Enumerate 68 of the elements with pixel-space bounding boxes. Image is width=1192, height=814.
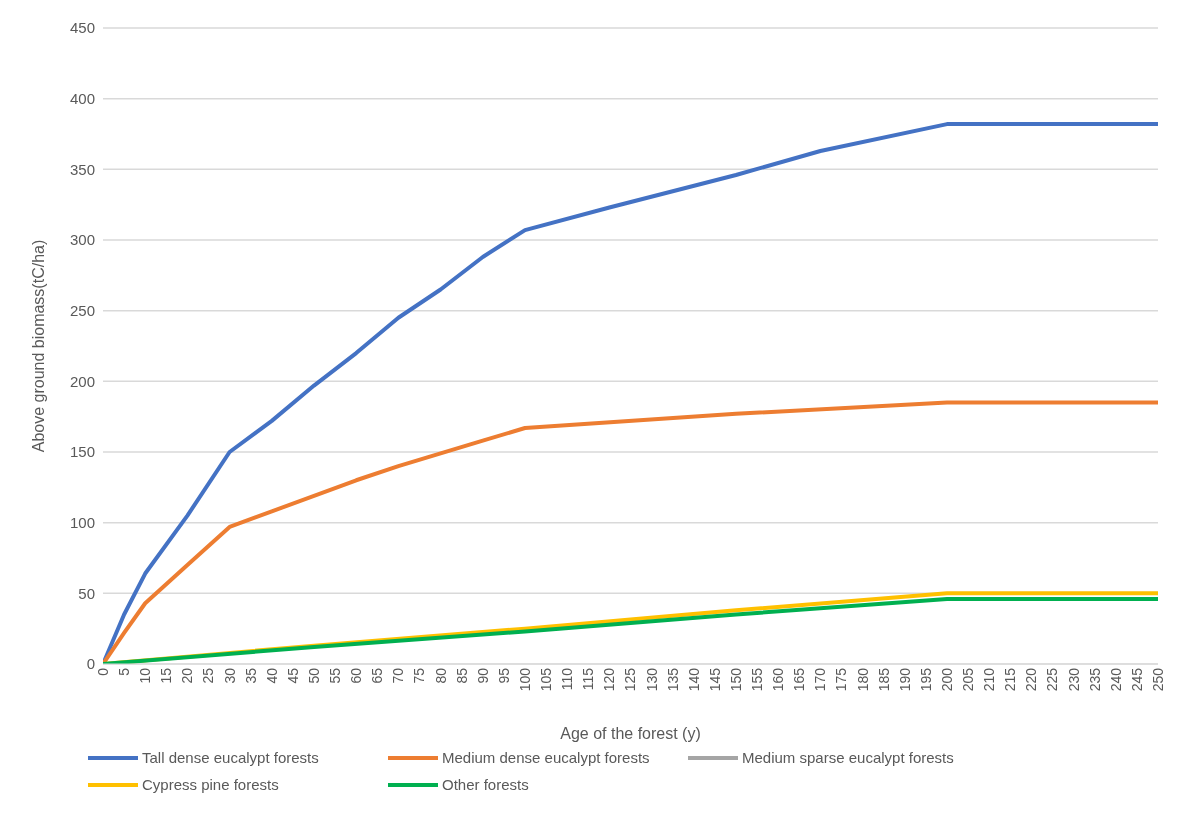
x-tick-label: 0 bbox=[94, 667, 111, 676]
x-tick-label: 125 bbox=[622, 667, 639, 692]
x-tick-label: 210 bbox=[981, 667, 998, 692]
x-tick-label: 135 bbox=[664, 667, 681, 692]
legend-label: Other forests bbox=[442, 776, 529, 793]
x-tick-label: 5 bbox=[116, 667, 133, 676]
x-tick-label: 225 bbox=[1044, 667, 1061, 692]
x-tick-label: 205 bbox=[960, 667, 977, 692]
x-tick-label: 100 bbox=[516, 667, 533, 692]
x-tick-label: 75 bbox=[411, 667, 428, 684]
line-series bbox=[103, 400, 1158, 664]
x-tick-label: 145 bbox=[706, 667, 723, 692]
x-tick-label: 195 bbox=[917, 667, 934, 692]
x-tick-label: 90 bbox=[474, 667, 491, 684]
x-axis-title: Age of the forest (y) bbox=[560, 725, 701, 742]
x-tick-label: 155 bbox=[749, 667, 766, 692]
x-tick-label: 165 bbox=[791, 667, 808, 692]
x-tick-label: 235 bbox=[1086, 667, 1103, 692]
x-tick-label: 25 bbox=[200, 667, 217, 684]
x-tick-label: 105 bbox=[538, 667, 555, 692]
y-tick-label: 200 bbox=[69, 372, 95, 390]
y-tick-label: 250 bbox=[69, 301, 95, 319]
y-axis-title: Above ground biomass(tC/ha) bbox=[29, 239, 47, 453]
x-tick-label: 180 bbox=[854, 667, 871, 692]
x-tick-label: 20 bbox=[179, 667, 196, 684]
legend-label: Tall dense eucalypt forests bbox=[142, 749, 319, 766]
x-tick-label: 150 bbox=[727, 667, 744, 692]
y-tick-label: 150 bbox=[69, 443, 95, 461]
x-tick-label: 200 bbox=[938, 667, 955, 692]
x-tick-label: 85 bbox=[453, 667, 470, 684]
y-tick-label: 300 bbox=[69, 231, 95, 249]
x-tick-label: 120 bbox=[601, 667, 618, 692]
x-tick-label: 160 bbox=[770, 667, 787, 692]
x-tick-label: 15 bbox=[158, 667, 175, 684]
x-tick-label: 240 bbox=[1107, 667, 1124, 692]
x-tick-label: 175 bbox=[833, 667, 850, 692]
x-tick-label: 220 bbox=[1023, 667, 1040, 692]
x-tick-label: 45 bbox=[284, 667, 301, 684]
x-tick-label: 170 bbox=[812, 667, 829, 692]
x-tick-label: 10 bbox=[137, 667, 154, 684]
x-tick-label: 185 bbox=[875, 667, 892, 692]
x-tick-label: 30 bbox=[221, 667, 238, 684]
x-tick-label: 55 bbox=[327, 667, 344, 684]
x-tick-label: 230 bbox=[1065, 667, 1082, 692]
x-tick-label: 215 bbox=[1002, 667, 1019, 692]
x-tick-label: 110 bbox=[559, 667, 576, 691]
x-tick-label: 115 bbox=[580, 667, 597, 691]
x-tick-label: 140 bbox=[685, 667, 702, 692]
x-tick-label: 95 bbox=[495, 667, 512, 684]
legend-label: Medium sparse eucalypt forests bbox=[742, 749, 954, 766]
legend-label: Cypress pine forests bbox=[142, 776, 279, 793]
x-tick-label: 80 bbox=[432, 667, 449, 684]
x-tick-label: 70 bbox=[390, 667, 407, 684]
x-tick-label: 65 bbox=[369, 667, 386, 684]
y-tick-label: 100 bbox=[69, 513, 95, 531]
x-tick-label: 40 bbox=[263, 667, 280, 684]
x-tick-label: 245 bbox=[1128, 667, 1145, 692]
x-tick-label: 250 bbox=[1149, 667, 1166, 692]
y-tick-label: 400 bbox=[69, 89, 95, 107]
x-tick-label: 190 bbox=[896, 667, 913, 692]
y-tick-label: 50 bbox=[78, 584, 95, 602]
legend-label: Medium dense eucalypt forests bbox=[442, 749, 650, 766]
x-tick-label: 50 bbox=[305, 667, 322, 684]
x-tick-label: 35 bbox=[242, 667, 259, 684]
y-tick-label: 350 bbox=[69, 160, 95, 178]
x-tick-label: 60 bbox=[348, 667, 365, 684]
x-tick-label: 130 bbox=[643, 667, 660, 692]
y-tick-label: 450 bbox=[69, 19, 95, 37]
